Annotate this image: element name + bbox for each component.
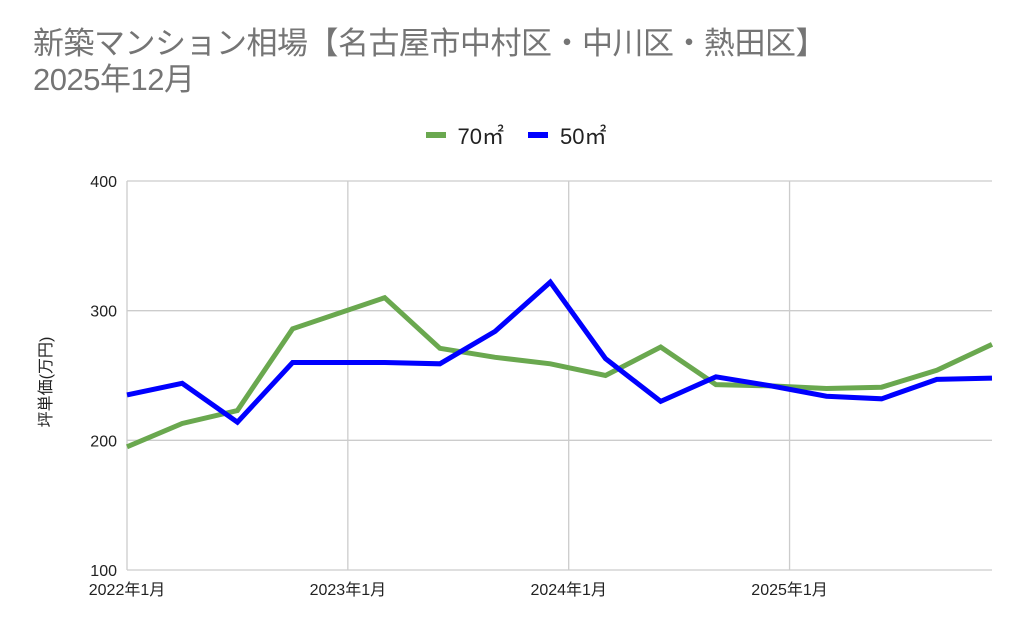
x-axis-ticks: 2022年1月 2023年1月 2024年1月 2025年1月 (89, 581, 828, 599)
legend-label-70: 70㎡ (457, 124, 504, 149)
y-tick-label: 400 (90, 174, 117, 191)
y-axis-ticks: 100 200 300 400 (90, 174, 117, 580)
legend: 70㎡ 50㎡ (0, 118, 1024, 152)
y-tick-label: 100 (90, 563, 117, 580)
y-tick-label: 300 (90, 304, 117, 321)
x-tick-label: 2022年1月 (89, 581, 166, 599)
legend-swatch-70 (425, 132, 446, 138)
x-tick-label: 2025年1月 (751, 581, 828, 599)
gridlines (126, 180, 992, 571)
y-tick-label: 200 (90, 433, 117, 450)
chart-title-line2: 2025年12月 (33, 62, 195, 97)
series-line-50[interactable] (126, 278, 993, 426)
legend-item-50[interactable]: 50㎡ (528, 119, 606, 151)
x-tick-label: 2024年1月 (530, 581, 607, 599)
legend-swatch-50 (528, 132, 548, 138)
series-lines (126, 278, 994, 450)
series-line-70[interactable] (126, 294, 994, 450)
x-tick-label: 2023年1月 (310, 581, 387, 599)
chart-title-line1: 新築マンション相場【名古屋市中村区・中川区・熱田区】 (33, 26, 827, 61)
chart-title: 新築マンション相場【名古屋市中村区・中川区・熱田区】 2025年12月 (33, 26, 827, 98)
legend-item-70[interactable]: 70㎡ (425, 119, 504, 151)
legend-label-50: 50㎡ (560, 124, 607, 149)
